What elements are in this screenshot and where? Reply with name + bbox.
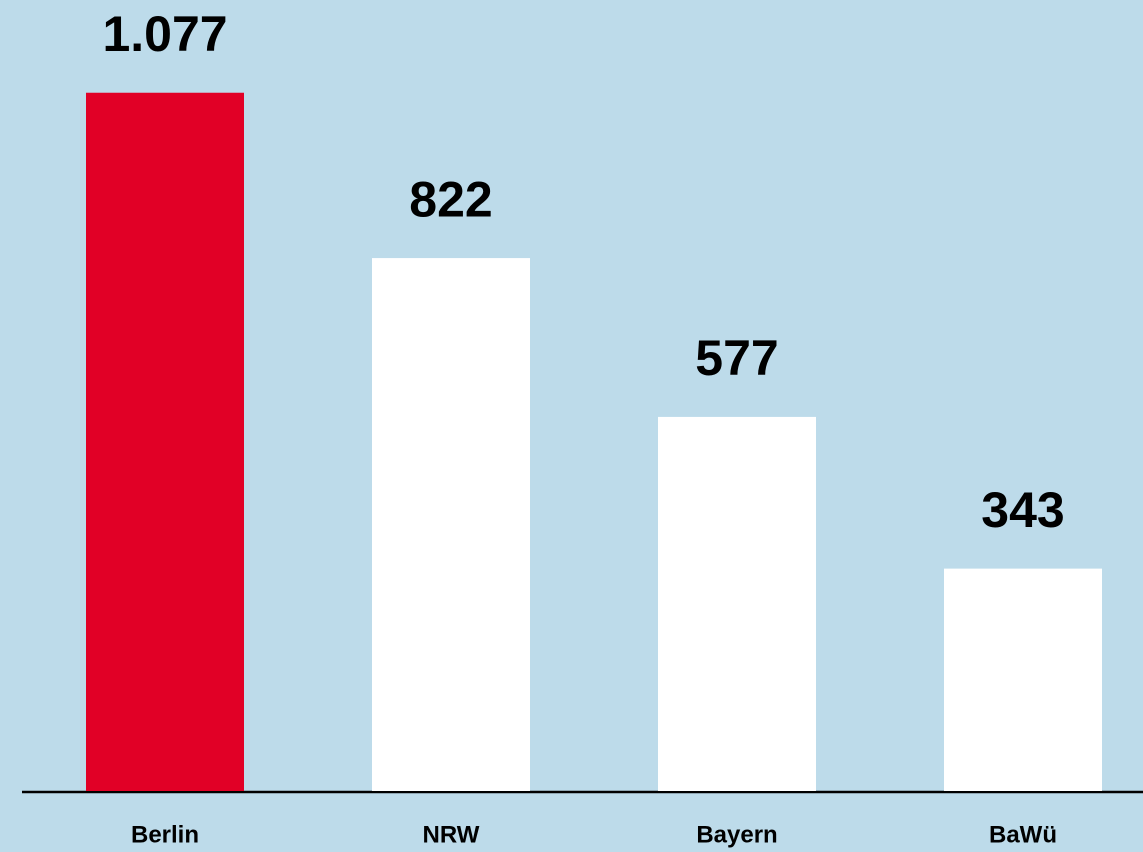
value-label: 343 <box>981 482 1064 538</box>
value-label: 822 <box>409 171 492 227</box>
bar <box>658 416 816 791</box>
x-tick-label: NRW <box>423 821 480 848</box>
value-label: 577 <box>695 330 778 386</box>
bar <box>86 92 244 792</box>
value-label: 1.077 <box>102 6 227 62</box>
x-tick-label: Berlin <box>131 821 199 848</box>
bar <box>372 258 530 791</box>
x-tick-label: Bayern <box>696 821 777 848</box>
bar <box>944 568 1102 791</box>
x-tick-label: BaWü <box>989 821 1057 848</box>
